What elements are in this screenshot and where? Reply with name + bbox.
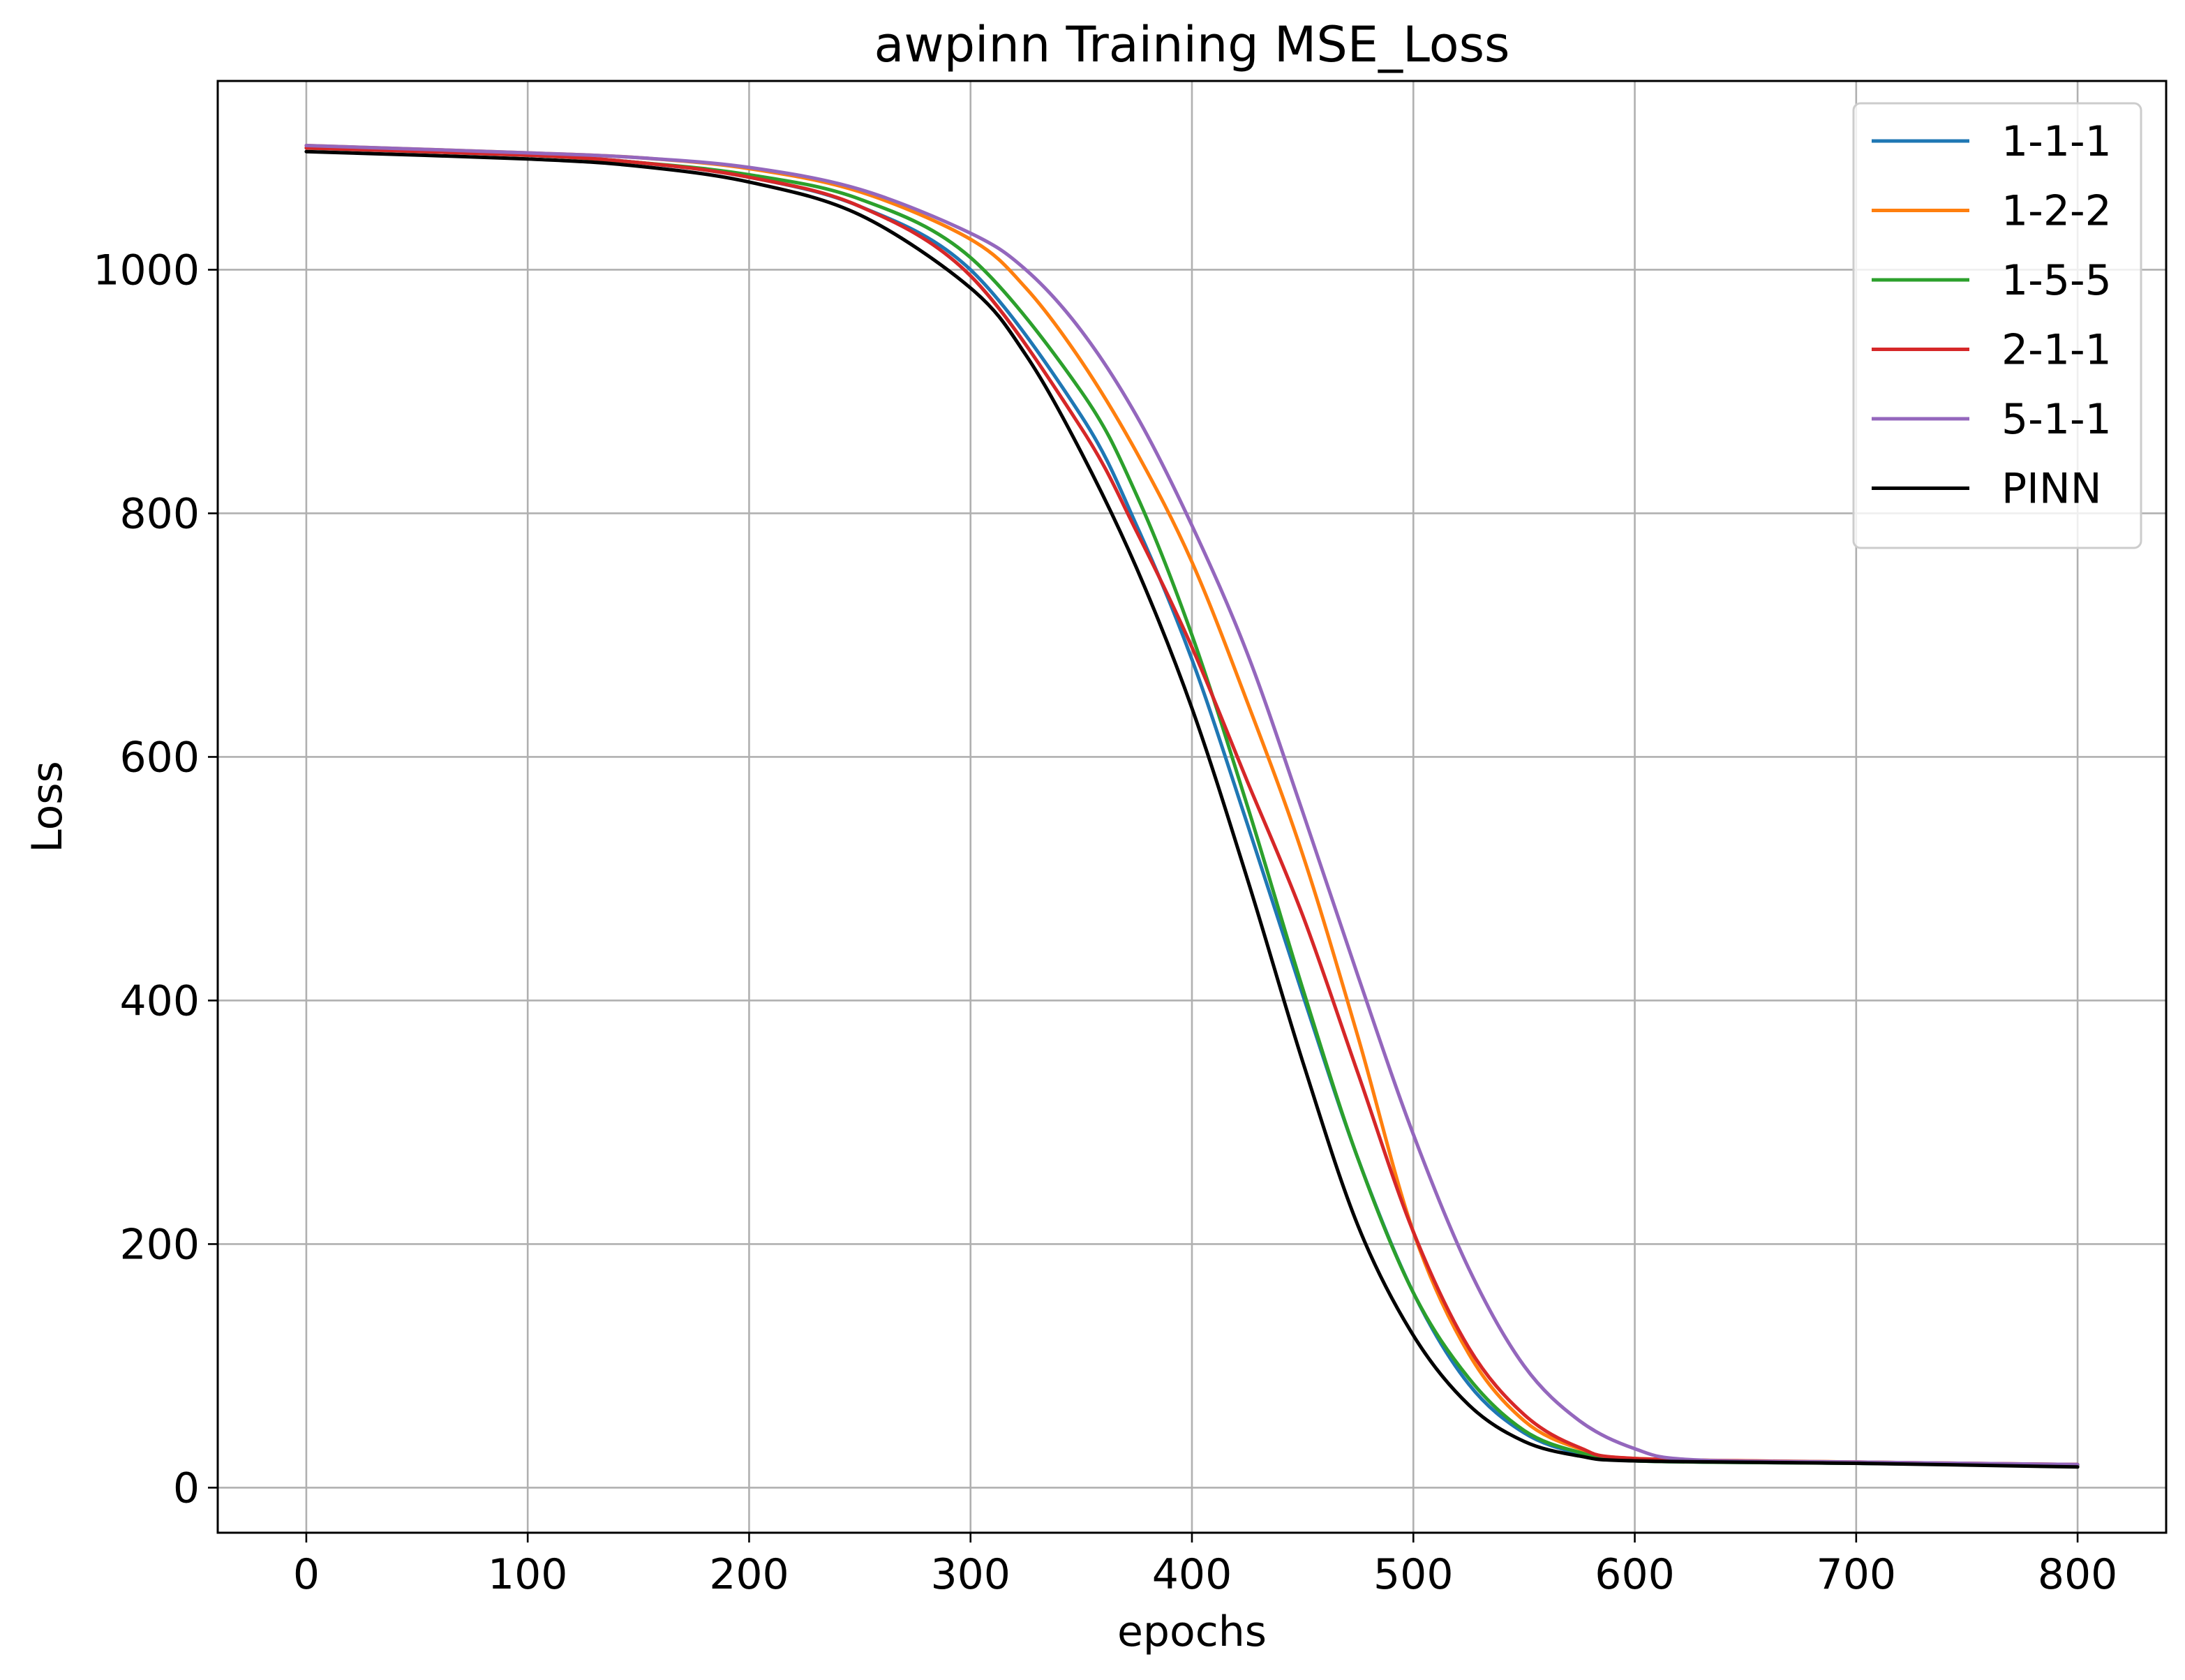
legend-label: 2-1-1 [2001,326,2112,375]
y-tick-label: 1000 [93,246,200,295]
chart-title: awpinn Training MSE_Loss [874,16,1509,73]
x-tick-label: 600 [1595,1550,1675,1599]
x-tick-label: 800 [2038,1550,2118,1599]
ticks: 0 100 200 300 400 500 600 700 800 0 200 400 600 800 10… [93,246,2117,1599]
legend-label: 1-1-1 [2001,117,2112,166]
series-lines [304,144,2080,1469]
x-axis-label: epochs [1117,1607,1267,1656]
y-axis-label: Loss [23,761,72,853]
legend-label: 1-2-2 [2001,187,2112,236]
y-tick-label: 400 [119,976,200,1025]
series-line-pinn [304,149,2080,1469]
y-tick-label: 600 [119,733,200,782]
legend-box [1852,102,2142,549]
legend-label: PINN [2001,465,2102,514]
y-tick-label: 0 [173,1464,200,1512]
x-tick-label: 300 [930,1550,1011,1599]
series-line-5-1-1 [304,144,2080,1466]
legend: 1-1-1 1-2-2 1-5-5 2-1-1 5-1-1 PINN [1852,102,2142,549]
x-tick-label: 0 [293,1550,320,1599]
x-tick-label: 100 [488,1550,568,1599]
y-tick-label: 800 [119,489,200,538]
x-tick-label: 700 [1817,1550,1897,1599]
legend-label: 1-5-5 [2001,256,2112,305]
series-line-2-1-1 [304,146,2080,1466]
y-tick-label: 200 [119,1220,200,1269]
x-tick-label: 200 [709,1550,789,1599]
legend-label: 5-1-1 [2001,395,2112,444]
series-line-1-5-5 [304,146,2080,1468]
x-tick-label: 500 [1373,1550,1454,1599]
x-tick-label: 400 [1152,1550,1232,1599]
